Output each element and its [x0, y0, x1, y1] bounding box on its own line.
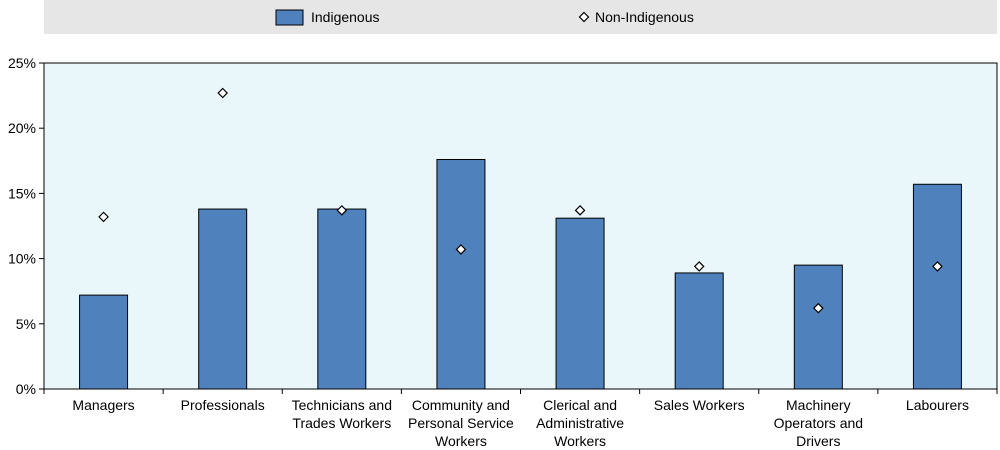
marker-non-indigenous: [812, 302, 824, 314]
x-category-label: Labourers: [906, 397, 969, 413]
marker-non-indigenous: [336, 205, 348, 216]
legend-label-series-0: Indigenous: [311, 9, 380, 25]
marker-non-indigenous: [98, 211, 109, 223]
bar-indigenous: [198, 208, 248, 390]
x-axis: Managers Professionals Technicians and Trad…: [43, 389, 998, 449]
y-tick-label: 10%: [8, 251, 36, 267]
plot-background: [43, 62, 998, 390]
y-tick-label: 15%: [8, 185, 36, 201]
legend-swatch-bar: [275, 9, 304, 26]
bar-indigenous: [436, 158, 486, 390]
y-tick-label: 0%: [16, 381, 36, 397]
bar-indigenous: [555, 217, 605, 390]
x-category-label: Professionals: [181, 397, 265, 413]
marker-non-indigenous: [455, 244, 467, 255]
x-category-label: Clerical and Administrative Workers: [536, 397, 624, 449]
bars: [79, 158, 962, 390]
legend-label-series-1: Non-Indigenous: [595, 9, 694, 25]
marker-non-indigenous: [693, 261, 705, 272]
legend-background: [44, 0, 997, 34]
plot-area: [43, 62, 998, 390]
y-tick-label: 5%: [16, 316, 36, 332]
legend-swatch-diamond: [578, 11, 590, 23]
bar-indigenous: [674, 272, 724, 390]
x-category-label: Technicians and Trades Workers: [292, 397, 392, 431]
marker-non-indigenous: [217, 87, 229, 99]
legend: Indigenous Non-Indigenous: [44, 0, 997, 34]
x-category-label: Managers: [72, 397, 134, 413]
bar-indigenous: [793, 264, 843, 390]
bar-indigenous: [912, 183, 962, 390]
y-tick-label: 25%: [8, 55, 36, 71]
bar-indigenous: [317, 208, 367, 390]
x-category-label: Sales Workers: [654, 397, 745, 413]
x-category-label: Community and Personal Service Workers: [408, 397, 514, 449]
y-tick-label: 20%: [8, 120, 36, 136]
bar-indigenous: [79, 294, 129, 390]
marker-non-indigenous: [932, 261, 943, 272]
markers: [98, 87, 943, 314]
y-axis: 0% 5% 10% 15% 20% 25%: [8, 55, 44, 397]
x-category-label: Machinery Operators and Drivers: [774, 397, 864, 449]
marker-non-indigenous: [574, 205, 586, 216]
